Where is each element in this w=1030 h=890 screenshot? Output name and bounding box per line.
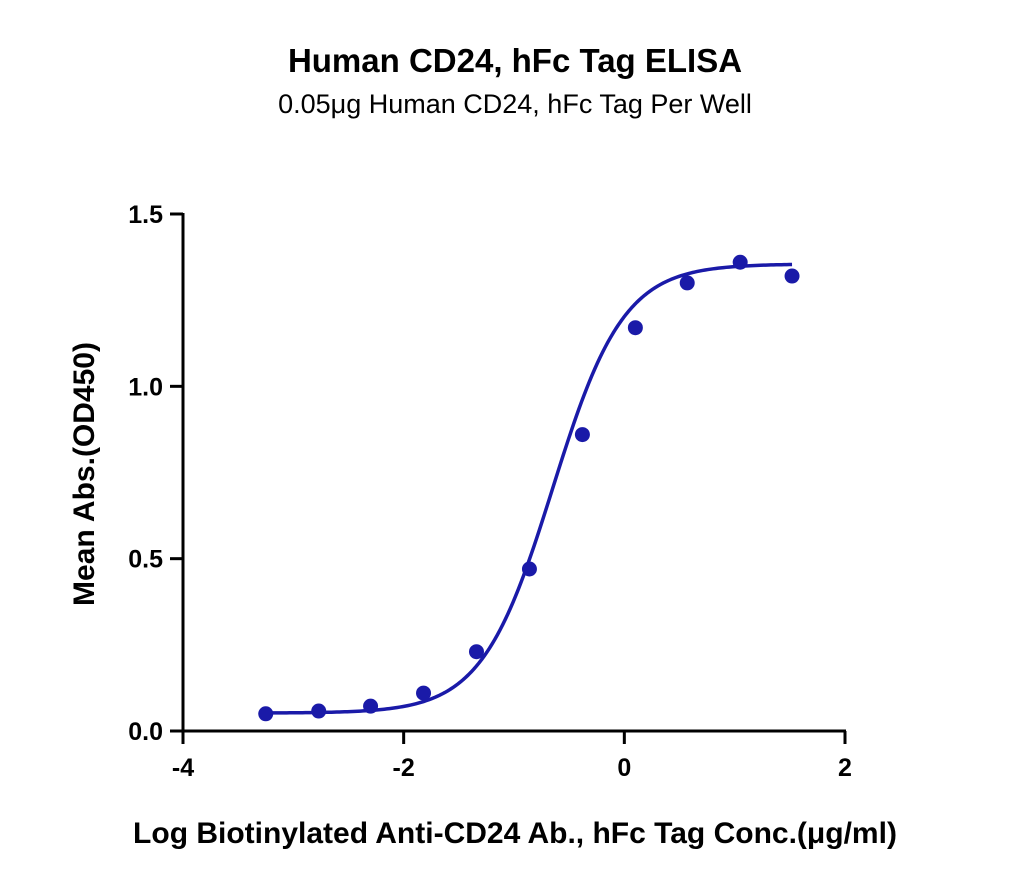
data-point	[679, 275, 695, 291]
x-tick-label: -4	[172, 754, 194, 782]
data-points-layer	[258, 254, 800, 722]
x-tick-label: -2	[393, 754, 415, 782]
x-axis: -4 -2 0 2	[172, 729, 852, 782]
x-axis-title: Log Biotinylated Anti-CD24 Ab., hFc Tag …	[133, 817, 897, 850]
data-point	[521, 561, 537, 577]
data-point	[258, 706, 274, 722]
chart-subtitle: 0.05μg Human CD24, hFc Tag Per Well	[278, 89, 752, 119]
data-point	[784, 268, 800, 284]
y-tick-label: 0.5	[128, 546, 163, 574]
y-axis: 0.0 0.5 1.0 1.5	[128, 201, 185, 746]
fit-curve-layer	[265, 262, 793, 715]
fit-curve	[265, 262, 793, 715]
data-point	[468, 644, 484, 660]
y-tick-label: 1.5	[128, 201, 163, 229]
data-point	[311, 703, 327, 719]
data-point	[627, 320, 643, 336]
x-tick-label: 0	[617, 754, 631, 782]
y-axis-title: Mean Abs.(OD450)	[68, 342, 101, 606]
data-point	[416, 685, 432, 701]
data-point	[363, 698, 379, 714]
chart-title: Human CD24, hFc Tag ELISA	[288, 42, 742, 79]
data-point	[732, 254, 748, 270]
y-tick-label: 1.0	[128, 373, 163, 401]
x-tick-label: 2	[838, 754, 852, 782]
y-tick-label: 0.0	[128, 718, 163, 746]
data-point	[574, 427, 590, 443]
